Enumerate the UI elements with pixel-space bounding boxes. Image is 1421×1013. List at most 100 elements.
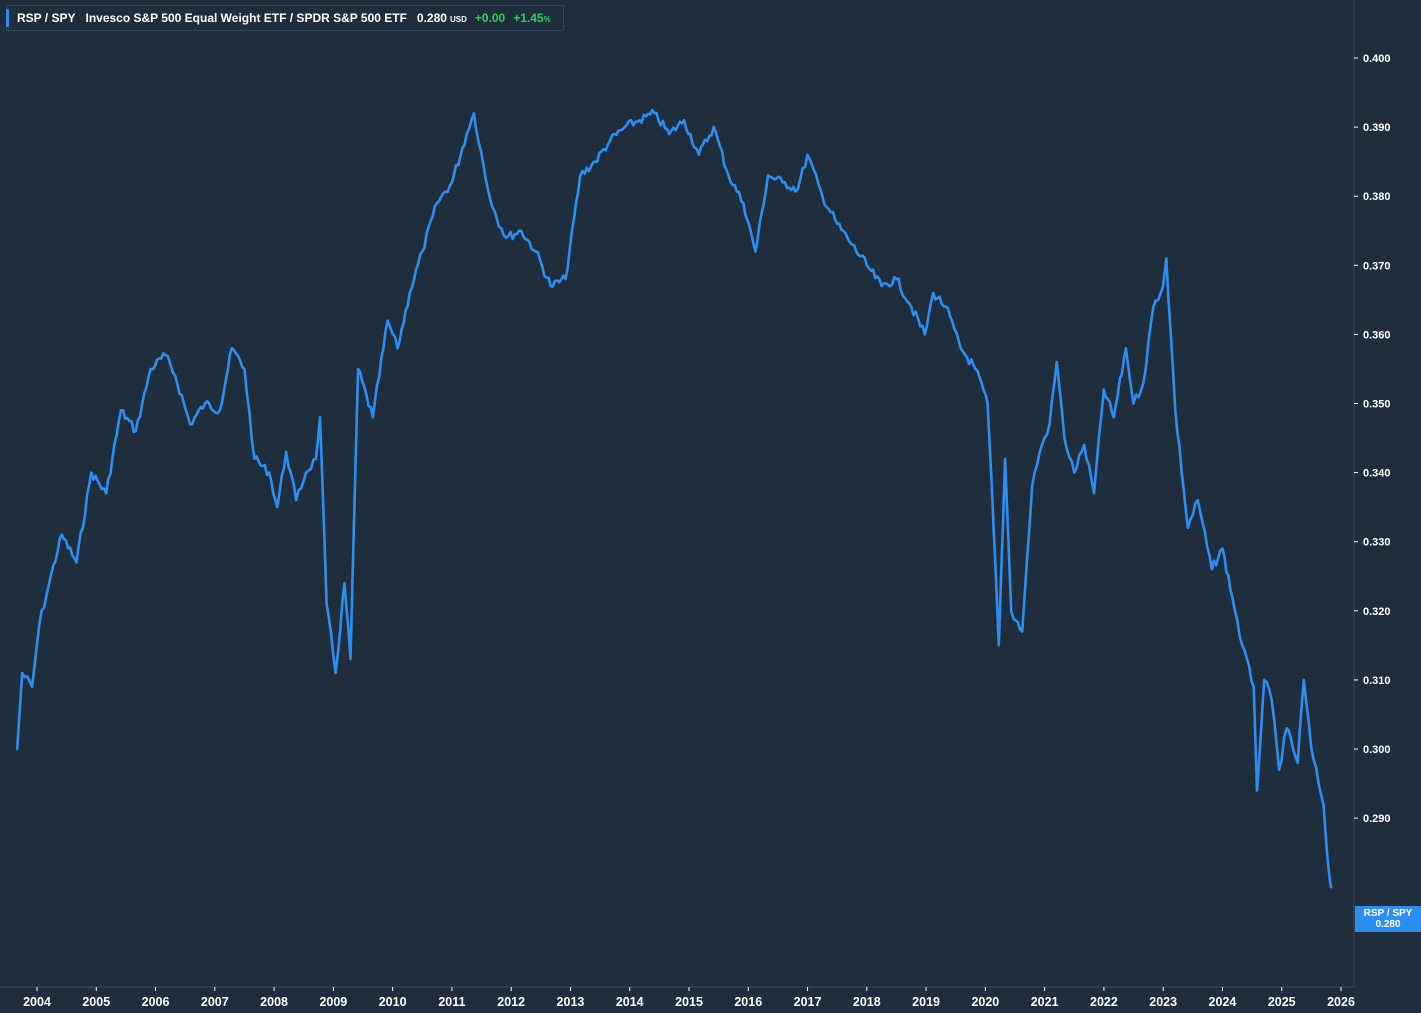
y-tick-label: 0.370	[1363, 260, 1391, 272]
x-tick-label: 2017	[794, 995, 822, 1009]
data-point	[549, 284, 552, 288]
data-point	[134, 429, 137, 433]
data-point	[1142, 381, 1145, 384]
data-point	[880, 284, 883, 288]
data-point	[1241, 644, 1244, 647]
y-tick-label: 0.290	[1363, 813, 1391, 825]
x-tick-label: 2008	[260, 995, 288, 1009]
x-tick-label: 2015	[675, 995, 703, 1009]
data-point	[188, 423, 192, 426]
data-point	[959, 347, 962, 350]
x-tick-label: 2004	[23, 995, 51, 1009]
x-axis: 2004 2005 2006 2007 2008 2009 2010 2011 2012 2013…	[0, 986, 1355, 1009]
data-point	[1302, 678, 1306, 682]
data-point	[1174, 409, 1177, 412]
data-point	[495, 215, 498, 219]
x-tick-label: 2014	[616, 995, 644, 1009]
data-point	[1255, 789, 1259, 792]
data-point	[1003, 457, 1007, 460]
data-point	[1010, 609, 1013, 612]
data-point	[821, 195, 824, 198]
data-point	[486, 188, 490, 191]
legend-symbol[interactable]: RSP / SPY	[17, 11, 76, 25]
data-point	[505, 236, 508, 239]
data-point	[435, 201, 439, 205]
data-point	[1326, 858, 1329, 861]
y-tick-label: 0.310	[1363, 675, 1391, 687]
data-point	[1328, 879, 1332, 882]
y-tick-label: 0.360	[1363, 329, 1391, 341]
data-point	[1296, 761, 1299, 764]
data-point	[1210, 568, 1214, 571]
y-tick-label: 0.340	[1363, 468, 1391, 480]
data-point	[910, 305, 913, 308]
data-point	[48, 582, 51, 585]
price-tag-symbol: RSP / SPY	[1363, 908, 1413, 919]
x-tick-label: 2013	[557, 995, 585, 1009]
data-point	[343, 582, 346, 585]
y-tick-label: 0.400	[1363, 53, 1391, 65]
x-tick-label: 2009	[319, 995, 347, 1009]
x-tick-label: 2018	[853, 995, 881, 1009]
data-point	[796, 188, 799, 191]
price-tag-value: 0.280	[1375, 919, 1401, 930]
data-point	[105, 492, 108, 495]
legend-last-value: 0.280	[416, 11, 447, 25]
data-point	[314, 457, 318, 460]
data-point	[285, 450, 288, 454]
data-point	[334, 671, 337, 675]
data-point	[408, 291, 411, 295]
data-point	[754, 250, 757, 253]
data-point	[294, 499, 298, 502]
x-tick-label: 2024	[1209, 995, 1237, 1009]
data-point	[579, 174, 582, 177]
series-legend[interactable]: RSP / SPY Invesco S&P 500 Equal Weight E…	[6, 5, 564, 31]
data-point	[1152, 305, 1155, 308]
data-point	[1252, 685, 1255, 688]
data-point	[944, 305, 947, 308]
y-tick-label: 0.320	[1363, 606, 1391, 618]
x-tick-label: 2005	[82, 995, 110, 1009]
data-point	[203, 402, 207, 405]
x-tick-label: 2019	[912, 995, 940, 1009]
data-point	[218, 409, 221, 412]
series-layer	[15, 108, 1333, 889]
data-point	[1124, 347, 1128, 350]
data-point	[766, 174, 770, 177]
data-point	[21, 671, 24, 675]
x-tick-label: 2023	[1149, 995, 1177, 1009]
series-line-rsp-spy	[15, 108, 1333, 889]
data-point	[682, 119, 686, 122]
data-point	[974, 367, 977, 371]
data-point	[653, 112, 656, 115]
legend-currency: USD	[449, 15, 467, 24]
data-point	[396, 347, 399, 350]
y-tick-label: 0.390	[1363, 122, 1391, 134]
data-point	[519, 229, 523, 232]
data-point	[1285, 727, 1288, 730]
y-tick-label: 0.350	[1363, 399, 1391, 411]
x-tick-label: 2022	[1090, 995, 1118, 1009]
x-tick-label: 2006	[142, 995, 170, 1009]
data-point	[1186, 526, 1190, 530]
data-point	[1038, 450, 1041, 454]
data-point	[371, 416, 375, 419]
data-point	[1221, 547, 1224, 550]
y-axis: 0.290 0.300 0.310 0.320 0.330 0.340 0.350 0.360…	[1353, 0, 1391, 987]
x-tick-label: 2016	[734, 995, 762, 1009]
data-point	[268, 471, 271, 474]
data-point	[16, 747, 19, 751]
data-point	[608, 139, 612, 143]
x-tick-label: 2011	[438, 995, 465, 1009]
data-point	[668, 132, 671, 136]
data-point	[895, 277, 898, 281]
data-point	[781, 181, 784, 184]
data-point	[90, 471, 93, 474]
data-point	[836, 222, 839, 225]
data-point	[806, 153, 809, 156]
data-point	[865, 264, 868, 267]
data-point	[932, 291, 935, 295]
data-point	[253, 457, 256, 460]
